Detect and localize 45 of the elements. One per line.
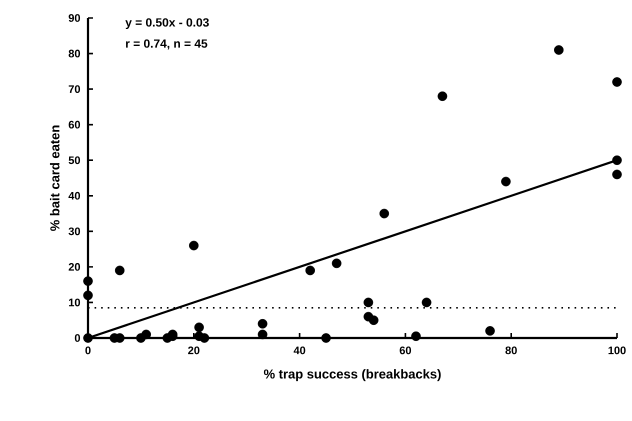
y-tick-label: 90 — [68, 14, 80, 22]
point — [332, 258, 342, 268]
x-tick-label: 60 — [400, 346, 412, 354]
point — [258, 330, 268, 340]
point — [258, 318, 268, 329]
point — [141, 330, 151, 340]
annotation: r = 0.74, n = 45 — [126, 39, 208, 50]
point — [485, 326, 495, 336]
y-tick-label: 0 — [74, 334, 80, 342]
point — [194, 322, 204, 332]
point — [612, 155, 622, 166]
y-axis-title: % bait card eaten — [50, 126, 60, 231]
y-tick-label: 20 — [68, 263, 80, 271]
point — [321, 333, 331, 343]
x-tick-label: 0 — [85, 346, 91, 354]
y-tick-label: 60 — [68, 120, 80, 129]
x-axis-title: % trap success (breakbacks) — [264, 369, 441, 382]
point — [83, 276, 93, 286]
point — [189, 240, 199, 250]
point — [612, 170, 622, 180]
point — [422, 298, 432, 308]
y-tick-label: 80 — [68, 50, 80, 58]
point — [438, 91, 448, 102]
x-tick-label: 80 — [505, 346, 517, 354]
y-tick-label: 50 — [68, 156, 80, 164]
point — [364, 298, 374, 308]
y-tick-label: 30 — [68, 227, 80, 236]
point — [612, 77, 622, 87]
point — [554, 45, 564, 55]
x-tick-label: 20 — [188, 346, 200, 354]
point — [368, 315, 378, 326]
point — [83, 333, 93, 343]
point — [200, 333, 210, 343]
point — [501, 176, 511, 186]
x-tick-label: 100 — [608, 346, 626, 354]
point — [379, 208, 390, 218]
point — [305, 266, 315, 276]
annotation: y = 0.50x - 0.03 — [125, 18, 209, 30]
y-tick-label: 70 — [68, 85, 80, 93]
point — [114, 266, 125, 276]
x-tick-label: 40 — [294, 346, 306, 354]
y-tick-label: 40 — [68, 192, 80, 200]
point — [411, 331, 421, 342]
point — [83, 290, 93, 300]
y-tick-label: 10 — [68, 298, 80, 306]
